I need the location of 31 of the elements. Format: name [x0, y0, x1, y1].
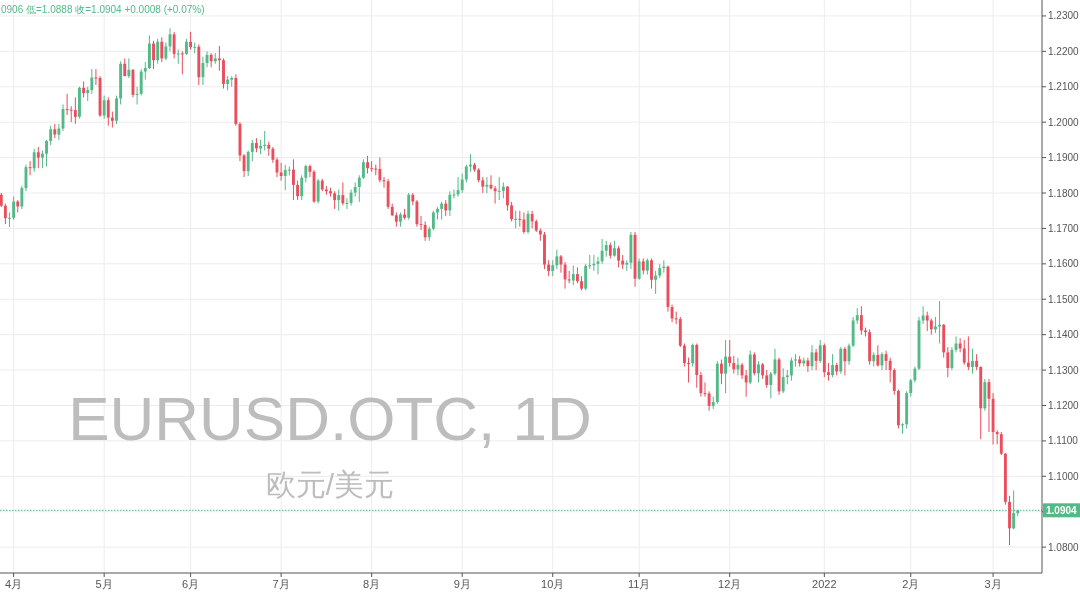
annotation: 0906 低=1.0888 收=1.0904 +0.0008 (+0.07%) — [1, 4, 205, 15]
y-tick-label: 1.1100 — [1048, 435, 1079, 447]
x-tick-label: 2月 — [902, 578, 920, 590]
x-tick-label: 10月 — [541, 578, 565, 590]
x-tick-label: 11月 — [627, 578, 651, 590]
text: EURUSD.OTC, 1D — [68, 384, 592, 453]
x-tick-label: 2022 — [812, 578, 837, 590]
y-tick-label: 1.2100 — [1048, 81, 1080, 93]
x-tick-label: 5月 — [95, 578, 113, 590]
y-tick-label: 1.1000 — [1048, 470, 1080, 482]
y-tick-label: 1.2300 — [1048, 10, 1080, 22]
x-tick-label: 4月 — [5, 578, 23, 590]
y-tick-label: 1.1700 — [1048, 222, 1080, 234]
y-tick-label: 1.1900 — [1048, 152, 1080, 164]
x-tick-label: 9月 — [453, 578, 471, 590]
y-tick-label: 1.0800 — [1048, 541, 1080, 553]
ref-line-label: 1.0904 — [1046, 504, 1078, 516]
y-tick-label: 1.1200 — [1048, 399, 1080, 411]
y-tick-label: 1.1600 — [1048, 258, 1080, 270]
y-tick-label: 1.2000 — [1048, 116, 1080, 128]
text: 欧元/美元 — [265, 468, 395, 501]
x-tick-label: 7月 — [272, 578, 290, 590]
y-tick-label: 1.1500 — [1048, 293, 1080, 305]
y-tick-label: 1.2200 — [1048, 45, 1080, 57]
y-tick-label: 1.1300 — [1048, 364, 1080, 376]
x-tick-label: 3月 — [984, 578, 1002, 590]
y-tick-label: 1.1400 — [1048, 329, 1080, 341]
y-tick-label: 1.1800 — [1048, 187, 1080, 199]
x-tick-label: 8月 — [363, 578, 381, 590]
x-tick-label: 12月 — [718, 578, 742, 590]
x-tick-label: 6月 — [182, 578, 200, 590]
